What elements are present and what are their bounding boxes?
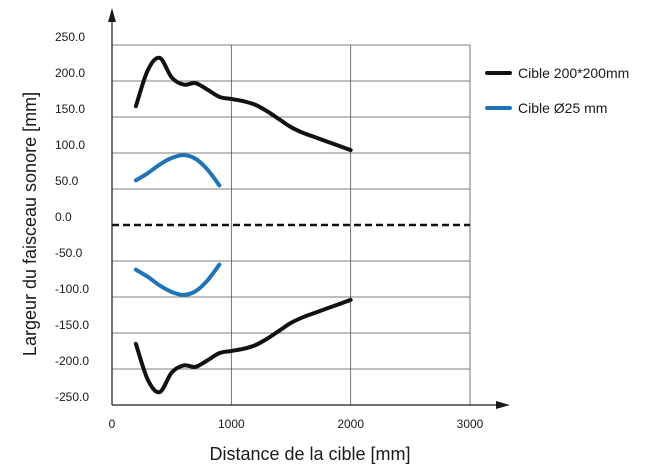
- y-tick-label: 100.0: [55, 138, 85, 152]
- x-axis-arrow-icon: [496, 401, 510, 409]
- x-tick-label: 1000: [218, 417, 245, 431]
- y-tick-label: -250.0: [55, 390, 89, 404]
- y-tick-label: -150.0: [55, 318, 89, 332]
- legend-label-0: Cible 200*200mm: [518, 65, 629, 81]
- legend: Cible 200*200mm Cible Ø25 mm: [485, 65, 629, 116]
- y-tick-label: 150.0: [55, 102, 85, 116]
- y-tick-label: 50.0: [55, 174, 79, 188]
- legend-label-1: Cible Ø25 mm: [518, 100, 607, 116]
- x-tick-label: 3000: [457, 417, 484, 431]
- series-line-1-upper: [133, 153, 222, 188]
- y-tick-labels: 250.0 200.0 150.0 100.0 50.0 0.0 -50.0 -100.0 -1…: [55, 30, 89, 404]
- x-tick-label: 0: [109, 417, 116, 431]
- x-tick-labels: 0 1000 2000 3000: [109, 417, 484, 431]
- axes: [108, 8, 510, 409]
- y-tick-label: -50.0: [55, 246, 83, 260]
- series-line-0-upper: [133, 55, 353, 153]
- x-tick-label: 2000: [337, 417, 364, 431]
- y-tick-label: 0.0: [55, 210, 72, 224]
- y-tick-label: -100.0: [55, 282, 89, 296]
- y-axis-arrow-icon: [108, 8, 116, 22]
- y-tick-label: -200.0: [55, 354, 89, 368]
- series-line-0-lower: [133, 297, 353, 395]
- y-tick-label: 200.0: [55, 66, 85, 80]
- y-tick-label: 250.0: [55, 30, 85, 44]
- series-line-1-lower: [133, 262, 222, 297]
- data-series: [133, 55, 353, 395]
- y-axis-title: Largeur du faisceau sonore [mm]: [20, 92, 40, 356]
- grid-lines: [112, 44, 471, 405]
- x-axis-title: Distance de la cible [mm]: [209, 444, 410, 464]
